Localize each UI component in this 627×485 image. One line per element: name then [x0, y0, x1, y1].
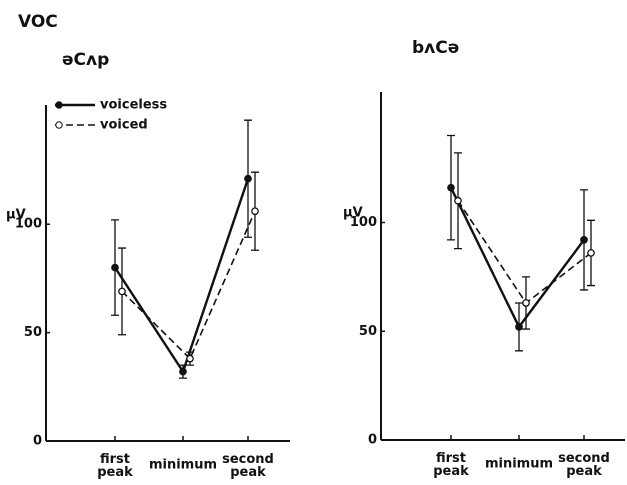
- x-tick-label: minimum: [149, 458, 217, 473]
- y-tick-label: 100: [350, 215, 377, 230]
- y-tick-label: 0: [33, 434, 42, 449]
- series-line: [113, 178, 250, 375]
- legend-label: voiceless: [100, 98, 167, 113]
- chart-title: bʌCə: [412, 38, 459, 58]
- point: [522, 299, 530, 307]
- y-tick-label: 50: [24, 325, 42, 340]
- x-tick-label: second peak: [558, 451, 610, 479]
- series-line: [449, 187, 585, 330]
- point: [186, 354, 194, 363]
- y-axis-label: µV: [343, 206, 363, 221]
- point: [587, 249, 595, 257]
- y-axis-label: µV: [6, 208, 26, 223]
- legend-marker: [55, 121, 63, 129]
- x-tick-label: first peak: [97, 452, 133, 480]
- chart-title: əCʌp: [62, 50, 109, 70]
- figure-title: VOC: [18, 12, 58, 32]
- y-tick-label: 100: [15, 217, 42, 232]
- point: [244, 174, 252, 183]
- point: [179, 367, 187, 376]
- y-tick-label: 0: [368, 433, 377, 448]
- series-line: [457, 200, 592, 305]
- point: [118, 287, 126, 296]
- point: [447, 183, 455, 192]
- y-tick-label: 50: [359, 324, 377, 339]
- x-tick-label: second peak: [222, 452, 274, 480]
- legend-marker: [55, 101, 63, 109]
- point: [251, 207, 259, 216]
- x-tick-label: minimum: [485, 457, 553, 472]
- x-tick-label: first peak: [433, 451, 469, 479]
- point: [580, 236, 588, 244]
- series-line: [121, 210, 256, 361]
- point: [454, 196, 462, 205]
- legend-label: voiced: [100, 118, 148, 133]
- point: [111, 263, 119, 272]
- point: [515, 323, 523, 331]
